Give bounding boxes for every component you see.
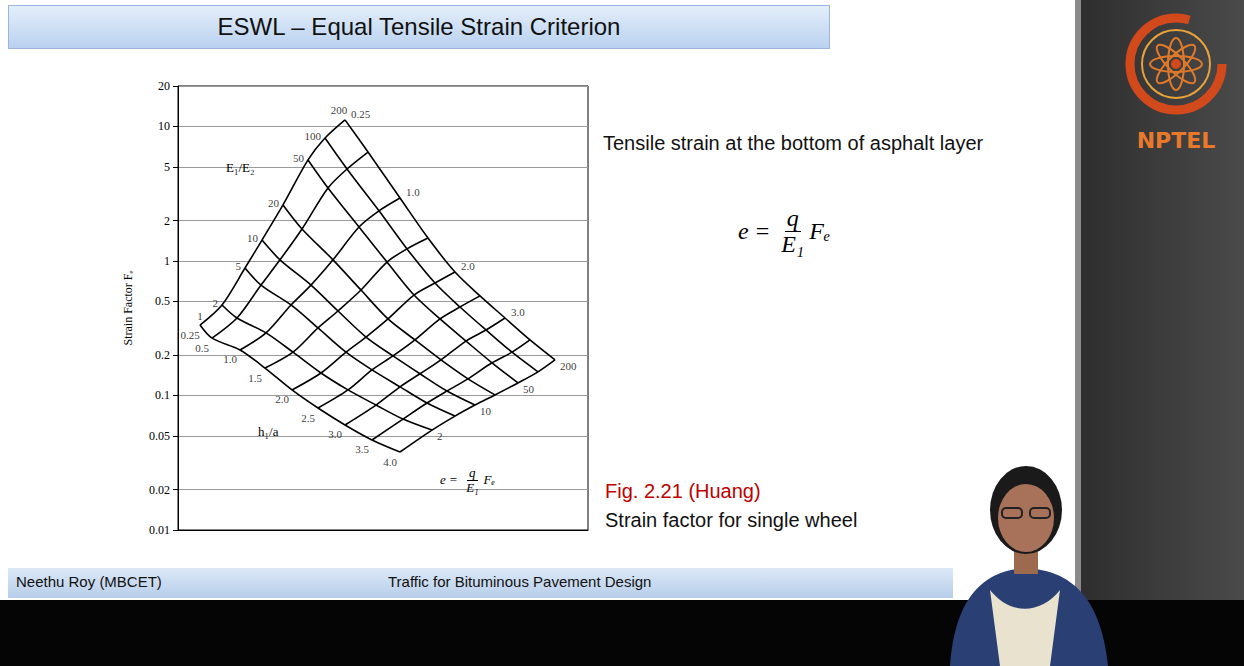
html-text:E₁ Fₑ: E₁ Fₑ bbox=[781, 218, 831, 258]
svg-text:200: 200 bbox=[331, 104, 348, 116]
svg-text:50: 50 bbox=[523, 383, 535, 395]
svg-text:3.5: 3.5 bbox=[355, 443, 369, 455]
html-text:Traffic for Bituminous Pavemen: Traffic for Bituminous Pavement Design bbox=[388, 573, 652, 590]
svg-text:0.2: 0.2 bbox=[155, 348, 170, 362]
svg-text:100: 100 bbox=[305, 130, 322, 142]
svg-text:20: 20 bbox=[158, 79, 170, 93]
svg-text:1: 1 bbox=[164, 254, 170, 268]
svg-text:1.5: 1.5 bbox=[248, 372, 262, 384]
html-text:Fig. 2.21 (Huang): Fig. 2.21 (Huang) bbox=[605, 480, 761, 502]
svg-text:0.5: 0.5 bbox=[155, 294, 170, 308]
svg-text:0.25: 0.25 bbox=[351, 108, 371, 120]
svg-text:4.0: 4.0 bbox=[383, 456, 397, 468]
svg-text:10: 10 bbox=[158, 119, 170, 133]
svg-text:20: 20 bbox=[268, 197, 280, 209]
svg-text:5: 5 bbox=[164, 160, 170, 174]
svg-text:2: 2 bbox=[437, 430, 443, 442]
svg-text:2.5: 2.5 bbox=[301, 412, 315, 424]
html-text:Strain factor for single wheel: Strain factor for single wheel bbox=[605, 509, 858, 531]
svg-text:200: 200 bbox=[560, 360, 577, 372]
svg-text:0.5: 0.5 bbox=[195, 342, 209, 354]
html-text:E₁/E₂: E₁/E₂ bbox=[226, 160, 255, 175]
svg-text:10: 10 bbox=[247, 232, 259, 244]
svg-text:5: 5 bbox=[236, 260, 242, 272]
html-text:q: q bbox=[469, 465, 476, 480]
html-text:NPTEL: NPTEL bbox=[1136, 128, 1216, 153]
svg-text:1.0: 1.0 bbox=[406, 186, 420, 198]
svg-text:2: 2 bbox=[164, 214, 170, 228]
html-text:ESWL – Equal Tensile Strain Cr: ESWL – Equal Tensile Strain Criterion bbox=[217, 13, 621, 40]
html-text:E₁ Fₑ: E₁ Fₑ bbox=[466, 472, 495, 495]
html-text:Neethu Roy (MBCET): Neethu Roy (MBCET) bbox=[16, 573, 162, 590]
html-text:q: q bbox=[786, 205, 799, 231]
svg-text:0.05: 0.05 bbox=[149, 429, 170, 443]
html-text:e =: e = bbox=[738, 218, 770, 245]
svg-text:2.0: 2.0 bbox=[275, 393, 289, 405]
svg-text:3.0: 3.0 bbox=[328, 428, 342, 440]
svg-text:1: 1 bbox=[197, 310, 203, 322]
svg-text:Strain Factor Fₑ: Strain Factor Fₑ bbox=[121, 270, 135, 345]
svg-text:0.02: 0.02 bbox=[149, 483, 170, 497]
svg-text:50: 50 bbox=[293, 152, 305, 164]
svg-text:0.01: 0.01 bbox=[149, 523, 170, 537]
svg-text:3.0: 3.0 bbox=[511, 306, 525, 318]
svg-text:2: 2 bbox=[213, 297, 219, 309]
svg-text:10: 10 bbox=[480, 405, 492, 417]
svg-text:1.0: 1.0 bbox=[223, 353, 237, 365]
svg-text:2.0: 2.0 bbox=[461, 260, 475, 272]
html-text:e =: e = bbox=[440, 472, 458, 488]
svg-text:0.1: 0.1 bbox=[155, 388, 170, 402]
html-text:h₁/a: h₁/a bbox=[258, 424, 279, 439]
svg-text:0.25: 0.25 bbox=[180, 329, 200, 341]
html-text:Tensile strain at the bottom o: Tensile strain at the bottom of asphalt … bbox=[603, 132, 984, 154]
